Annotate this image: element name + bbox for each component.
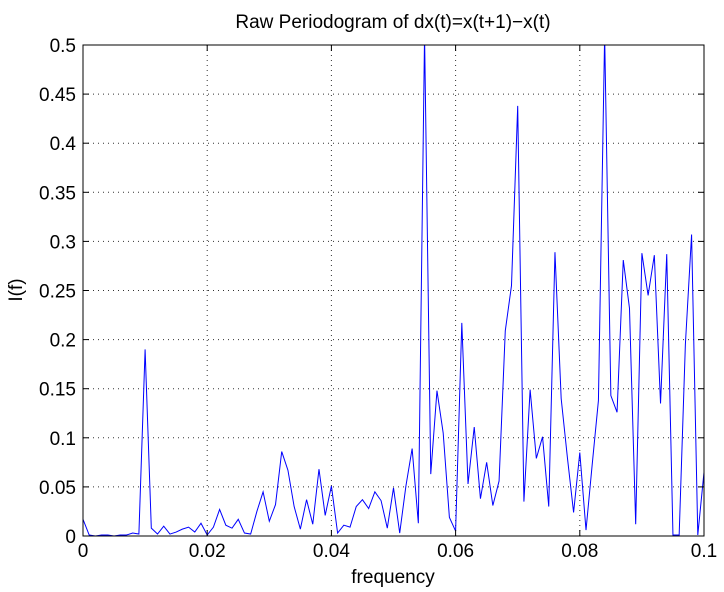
- x-tick-label: 0.1: [691, 541, 717, 562]
- x-axis-label: frequency: [351, 567, 435, 588]
- y-tick-label: 0.45: [39, 85, 76, 106]
- y-tick-labels: 0 0.05 0.1 0.15 0.2 0.25 0.3 0.35 0.4 0.45 0.5: [39, 36, 76, 548]
- y-tick-label: 0.35: [39, 183, 76, 204]
- y-tick-label: 0.5: [50, 36, 76, 57]
- y-tick-label: 0.05: [39, 478, 76, 499]
- plot-area: [83, 45, 704, 536]
- y-tick-label: 0.25: [39, 282, 76, 303]
- x-tick-labels: 0 0.02 0.04 0.06 0.08 0.1: [78, 541, 718, 562]
- x-tick-label: 0.06: [437, 541, 474, 562]
- series-line: [83, 45, 704, 536]
- x-tick-label: 0.08: [561, 541, 598, 562]
- y-axis-label: I(f): [6, 278, 27, 301]
- y-tick-label: 0.2: [50, 331, 76, 352]
- y-tick-label: 0.4: [50, 134, 77, 155]
- grid-lines: [83, 45, 704, 536]
- y-tick-label: 0.3: [50, 232, 76, 253]
- chart-title: Raw Periodogram of dx(t)=x(t+1)−x(t): [235, 12, 550, 33]
- axis-ticks: [82, 44, 705, 537]
- y-tick-label: 0.1: [50, 429, 76, 450]
- x-tick-label: 0.02: [189, 541, 226, 562]
- x-tick-label: 0: [78, 541, 89, 562]
- x-tick-label: 0.04: [313, 541, 350, 562]
- y-tick-label: 0.15: [39, 380, 76, 401]
- y-tick-label: 0: [65, 527, 76, 548]
